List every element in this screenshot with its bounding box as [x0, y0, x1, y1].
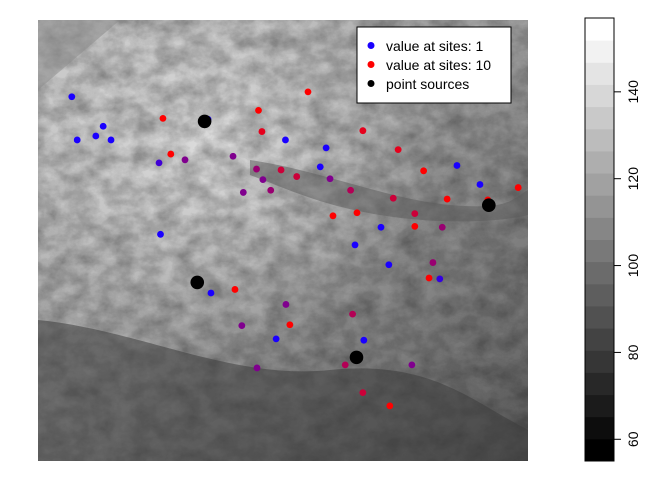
colorbar-step [585, 283, 614, 307]
site-point [453, 162, 461, 169]
site-point [438, 223, 446, 231]
site-point [107, 136, 115, 144]
colorbar-step [585, 261, 614, 285]
site-point [385, 261, 393, 269]
site-point [341, 361, 349, 369]
site-point [157, 230, 164, 238]
site-point [394, 146, 402, 154]
site-point [207, 289, 215, 297]
site-point [181, 156, 189, 164]
site-point [429, 259, 437, 266]
colorbar-step [585, 18, 614, 41]
point-source [197, 114, 212, 129]
colorbar-step [585, 239, 614, 263]
site-point [231, 286, 239, 293]
site-point [347, 186, 355, 194]
site-point [322, 144, 330, 152]
site-point [239, 189, 247, 196]
point-source [349, 350, 364, 365]
site-point [255, 107, 262, 114]
legend: value at sites: 1 value at sites: 10 poi… [356, 26, 512, 104]
colorbar-step [585, 62, 614, 85]
site-point [425, 274, 433, 282]
site-point [476, 181, 484, 188]
colorbar-step [585, 106, 614, 130]
site-point [353, 209, 361, 217]
colorbar-tick-label: 60 [625, 431, 641, 447]
site-point [329, 212, 337, 220]
site-point [258, 128, 266, 135]
site-point [349, 310, 356, 318]
points-layer [68, 88, 522, 410]
legend-marker-sites-10 [367, 61, 375, 68]
colorbar-step [585, 150, 614, 174]
colorbar-step [585, 173, 614, 196]
site-point [293, 173, 301, 180]
colorbar-step [585, 328, 614, 351]
site-point [99, 122, 107, 130]
colorbar-step [585, 394, 614, 418]
site-point [514, 184, 522, 191]
site-point [272, 335, 280, 343]
colorbar-step [585, 40, 614, 63]
site-point [159, 114, 167, 122]
site-point [359, 127, 367, 135]
site-point [386, 402, 394, 410]
site-point [155, 159, 163, 167]
colorbar-step [585, 195, 614, 218]
site-point [443, 195, 451, 203]
site-point [92, 132, 100, 140]
site-point [326, 175, 334, 183]
site-point [411, 210, 419, 217]
colorbar-tick-label: 100 [625, 254, 641, 278]
site-point [259, 176, 267, 184]
site-point [253, 165, 260, 173]
colorbar-step [585, 416, 614, 440]
point-source [482, 198, 496, 213]
site-point [167, 150, 175, 158]
legend-label-sites-1: value at sites: 1 [386, 38, 483, 54]
site-point [408, 361, 416, 369]
legend-label-point-sources: point sources [386, 76, 469, 92]
site-point [359, 389, 367, 397]
site-point [277, 166, 285, 174]
site-point [73, 136, 81, 144]
colorbar-step [585, 438, 614, 462]
site-point [420, 167, 428, 175]
site-point [253, 364, 261, 372]
colorbar-step [585, 350, 614, 373]
site-point [282, 301, 290, 308]
site-point [351, 241, 359, 249]
site-point [411, 222, 419, 230]
site-point [377, 223, 385, 231]
site-point [286, 321, 294, 329]
colorbar-step [585, 84, 614, 108]
legend-marker-sites-1 [367, 42, 375, 49]
site-point [68, 93, 76, 101]
legend-label-sites-10: value at sites: 10 [386, 57, 491, 73]
site-point [282, 136, 289, 144]
colorbar-step [585, 305, 614, 329]
legend-marker-point-sources [367, 80, 375, 87]
site-point [316, 163, 324, 171]
site-point [360, 336, 368, 344]
site-point [389, 194, 397, 202]
colorbar: 60 80 100 120 140 [584, 17, 641, 462]
site-point [304, 88, 312, 96]
colorbar-step [585, 217, 614, 240]
colorbar-tick-label: 120 [625, 167, 641, 191]
colorbar-frame [584, 17, 615, 462]
site-point [229, 152, 237, 160]
site-point [238, 322, 246, 330]
colorbar-step [585, 128, 614, 152]
point-source [190, 275, 205, 290]
site-point [436, 275, 444, 283]
site-point [267, 186, 275, 194]
colorbar-step [585, 372, 614, 396]
colorbar-tick-label: 140 [625, 80, 641, 104]
colorbar-tick-label: 80 [625, 344, 641, 360]
